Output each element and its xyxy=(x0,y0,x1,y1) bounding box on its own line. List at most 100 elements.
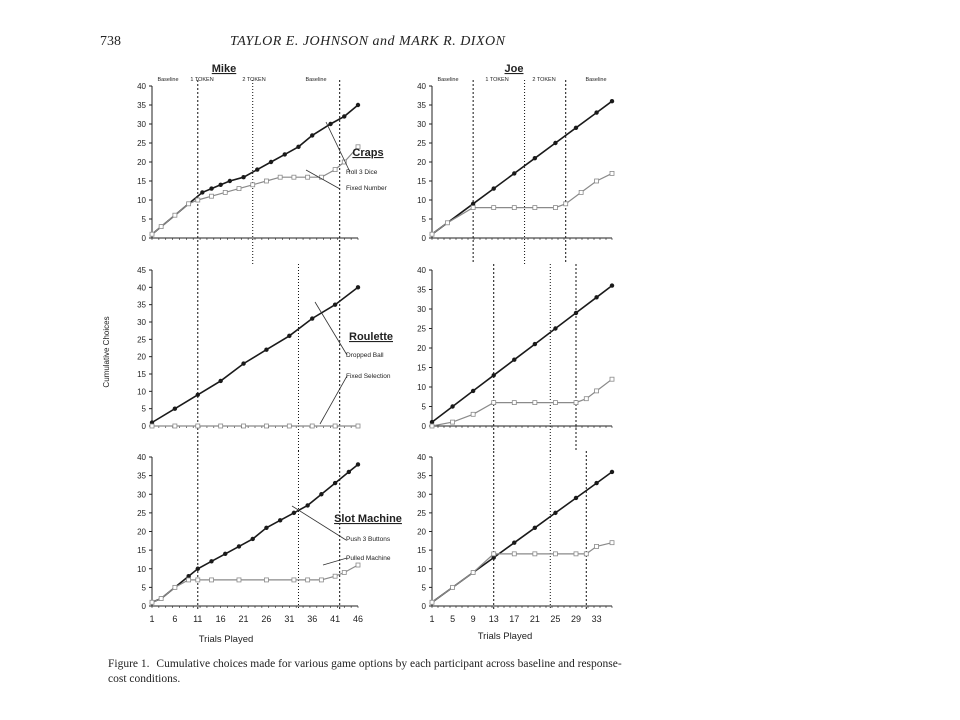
data-point xyxy=(264,577,269,583)
data-point xyxy=(195,197,201,203)
data-point xyxy=(470,570,476,575)
data-point xyxy=(332,423,338,429)
y-tick-label: 15 xyxy=(137,370,146,379)
data-point xyxy=(264,423,269,429)
y-tick-label: 25 xyxy=(417,139,426,148)
y-tick-label: 15 xyxy=(417,177,426,186)
chart-panel-5: 0 5 10 15 20 25 30 35 40 xyxy=(137,451,361,611)
participant-label-mike: Mike xyxy=(212,63,236,75)
y-tick-label: 0 xyxy=(422,422,427,431)
x-axis-title: Trials Played xyxy=(199,634,254,645)
series-line-dropped-ball xyxy=(431,284,613,423)
data-point xyxy=(286,423,292,429)
series-line-roll-3-dice xyxy=(431,100,613,235)
legend-label: Fixed Number xyxy=(346,185,388,192)
data-point xyxy=(609,170,615,176)
chart-panel-4: 0 5 10 15 20 25 30 35 40 xyxy=(417,264,615,452)
y-tick-label: 5 xyxy=(142,583,147,592)
data-point xyxy=(583,551,589,557)
data-point xyxy=(218,182,223,187)
legend-arrow xyxy=(325,121,351,173)
data-point xyxy=(532,551,538,557)
x-tick-label: 16 xyxy=(216,614,226,624)
x-tick-label: 33 xyxy=(592,614,602,624)
y-tick-label: 35 xyxy=(417,286,426,295)
legend-arrow xyxy=(291,505,347,541)
y-tick-label: 35 xyxy=(137,301,146,310)
data-point xyxy=(291,510,297,516)
x-tick-label: 5 xyxy=(450,614,455,624)
data-point xyxy=(429,423,435,429)
y-tick-label: 40 xyxy=(417,453,426,462)
phase-label: 1 TOKEN xyxy=(485,77,508,83)
phase-label: 1 TOKEN xyxy=(190,77,213,83)
y-tick-label: 25 xyxy=(417,509,426,518)
y-tick-label: 40 xyxy=(417,266,426,275)
data-point xyxy=(209,577,214,583)
data-point xyxy=(309,423,315,429)
data-point xyxy=(195,577,201,583)
data-point xyxy=(594,295,599,300)
data-point xyxy=(158,596,164,601)
y-tick-label: 30 xyxy=(417,490,426,499)
y-tick-label: 0 xyxy=(422,234,427,243)
data-point xyxy=(532,205,538,211)
data-point xyxy=(512,171,517,176)
x-tick-label: 13 xyxy=(489,614,499,624)
y-tick-label: 20 xyxy=(417,344,426,353)
y-tick-label: 5 xyxy=(142,215,147,224)
y-tick-label: 30 xyxy=(137,318,146,327)
x-tick-label: 1 xyxy=(149,614,154,624)
data-point xyxy=(195,423,201,429)
y-tick-label: 20 xyxy=(417,158,426,167)
y-tick-label: 40 xyxy=(137,453,146,462)
data-point xyxy=(553,140,558,146)
data-point xyxy=(470,388,476,394)
data-point xyxy=(355,562,361,568)
data-point xyxy=(186,201,192,207)
data-point xyxy=(186,574,191,579)
y-tick-label: 0 xyxy=(422,602,427,611)
data-point xyxy=(511,400,517,406)
y-tick-label: 5 xyxy=(142,405,147,414)
data-point xyxy=(553,326,558,331)
data-point xyxy=(573,310,579,316)
y-tick-label: 10 xyxy=(417,196,426,205)
data-point xyxy=(264,178,269,184)
y-tick-label: 30 xyxy=(417,305,426,314)
data-point xyxy=(609,283,615,288)
data-point xyxy=(250,536,255,542)
series-line-push-3-buttons xyxy=(151,463,359,604)
y-tick-label: 15 xyxy=(137,177,146,186)
y-tick-label: 20 xyxy=(417,528,426,537)
data-point xyxy=(355,423,361,429)
series-line-pulled-machine xyxy=(151,564,359,603)
data-point xyxy=(236,577,242,583)
y-tick-label: 40 xyxy=(137,82,146,91)
x-tick-label: 31 xyxy=(284,614,294,624)
x-tick-label: 17 xyxy=(509,614,519,624)
x-tick-label: 9 xyxy=(471,614,476,624)
data-point xyxy=(470,201,476,206)
data-point xyxy=(532,525,538,530)
data-point xyxy=(346,469,352,475)
data-point xyxy=(512,540,517,545)
data-point xyxy=(609,540,615,546)
data-point xyxy=(277,174,283,180)
x-axis-title: Trials Played xyxy=(478,631,533,642)
data-point xyxy=(305,174,311,180)
data-point xyxy=(318,577,324,583)
data-point xyxy=(511,205,517,211)
data-point xyxy=(553,510,558,516)
legend-arrow xyxy=(305,169,341,190)
data-point xyxy=(491,373,496,378)
data-point xyxy=(355,144,361,150)
y-tick-label: 25 xyxy=(417,325,426,334)
y-tick-label: 15 xyxy=(417,546,426,555)
y-tick-label: 40 xyxy=(417,82,426,91)
data-point xyxy=(429,419,435,425)
x-tick-label: 46 xyxy=(353,614,363,624)
data-point xyxy=(218,423,224,429)
data-point xyxy=(573,495,579,501)
data-point xyxy=(332,167,338,173)
